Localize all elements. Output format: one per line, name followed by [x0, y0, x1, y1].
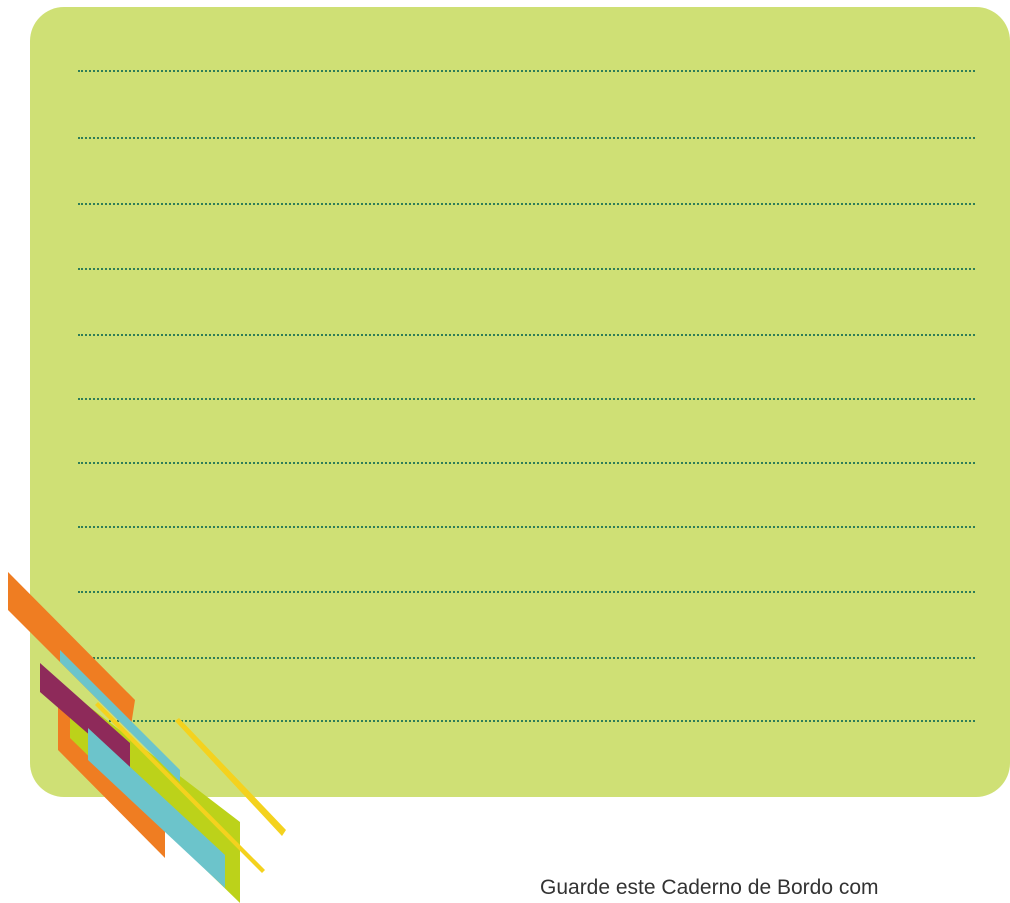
- writing-line: [78, 720, 975, 722]
- notes-card: [30, 7, 1010, 797]
- writing-line: [78, 137, 975, 139]
- writing-line: [78, 591, 975, 593]
- writing-line: [78, 334, 975, 336]
- writing-line: [78, 526, 975, 528]
- writing-line: [78, 462, 975, 464]
- writing-line: [78, 70, 975, 72]
- writing-line: [78, 398, 975, 400]
- footer-text: Guarde este Caderno de Bordo com: [540, 876, 879, 899]
- writing-line: [78, 657, 975, 659]
- writing-line: [78, 268, 975, 270]
- writing-line: [78, 203, 975, 205]
